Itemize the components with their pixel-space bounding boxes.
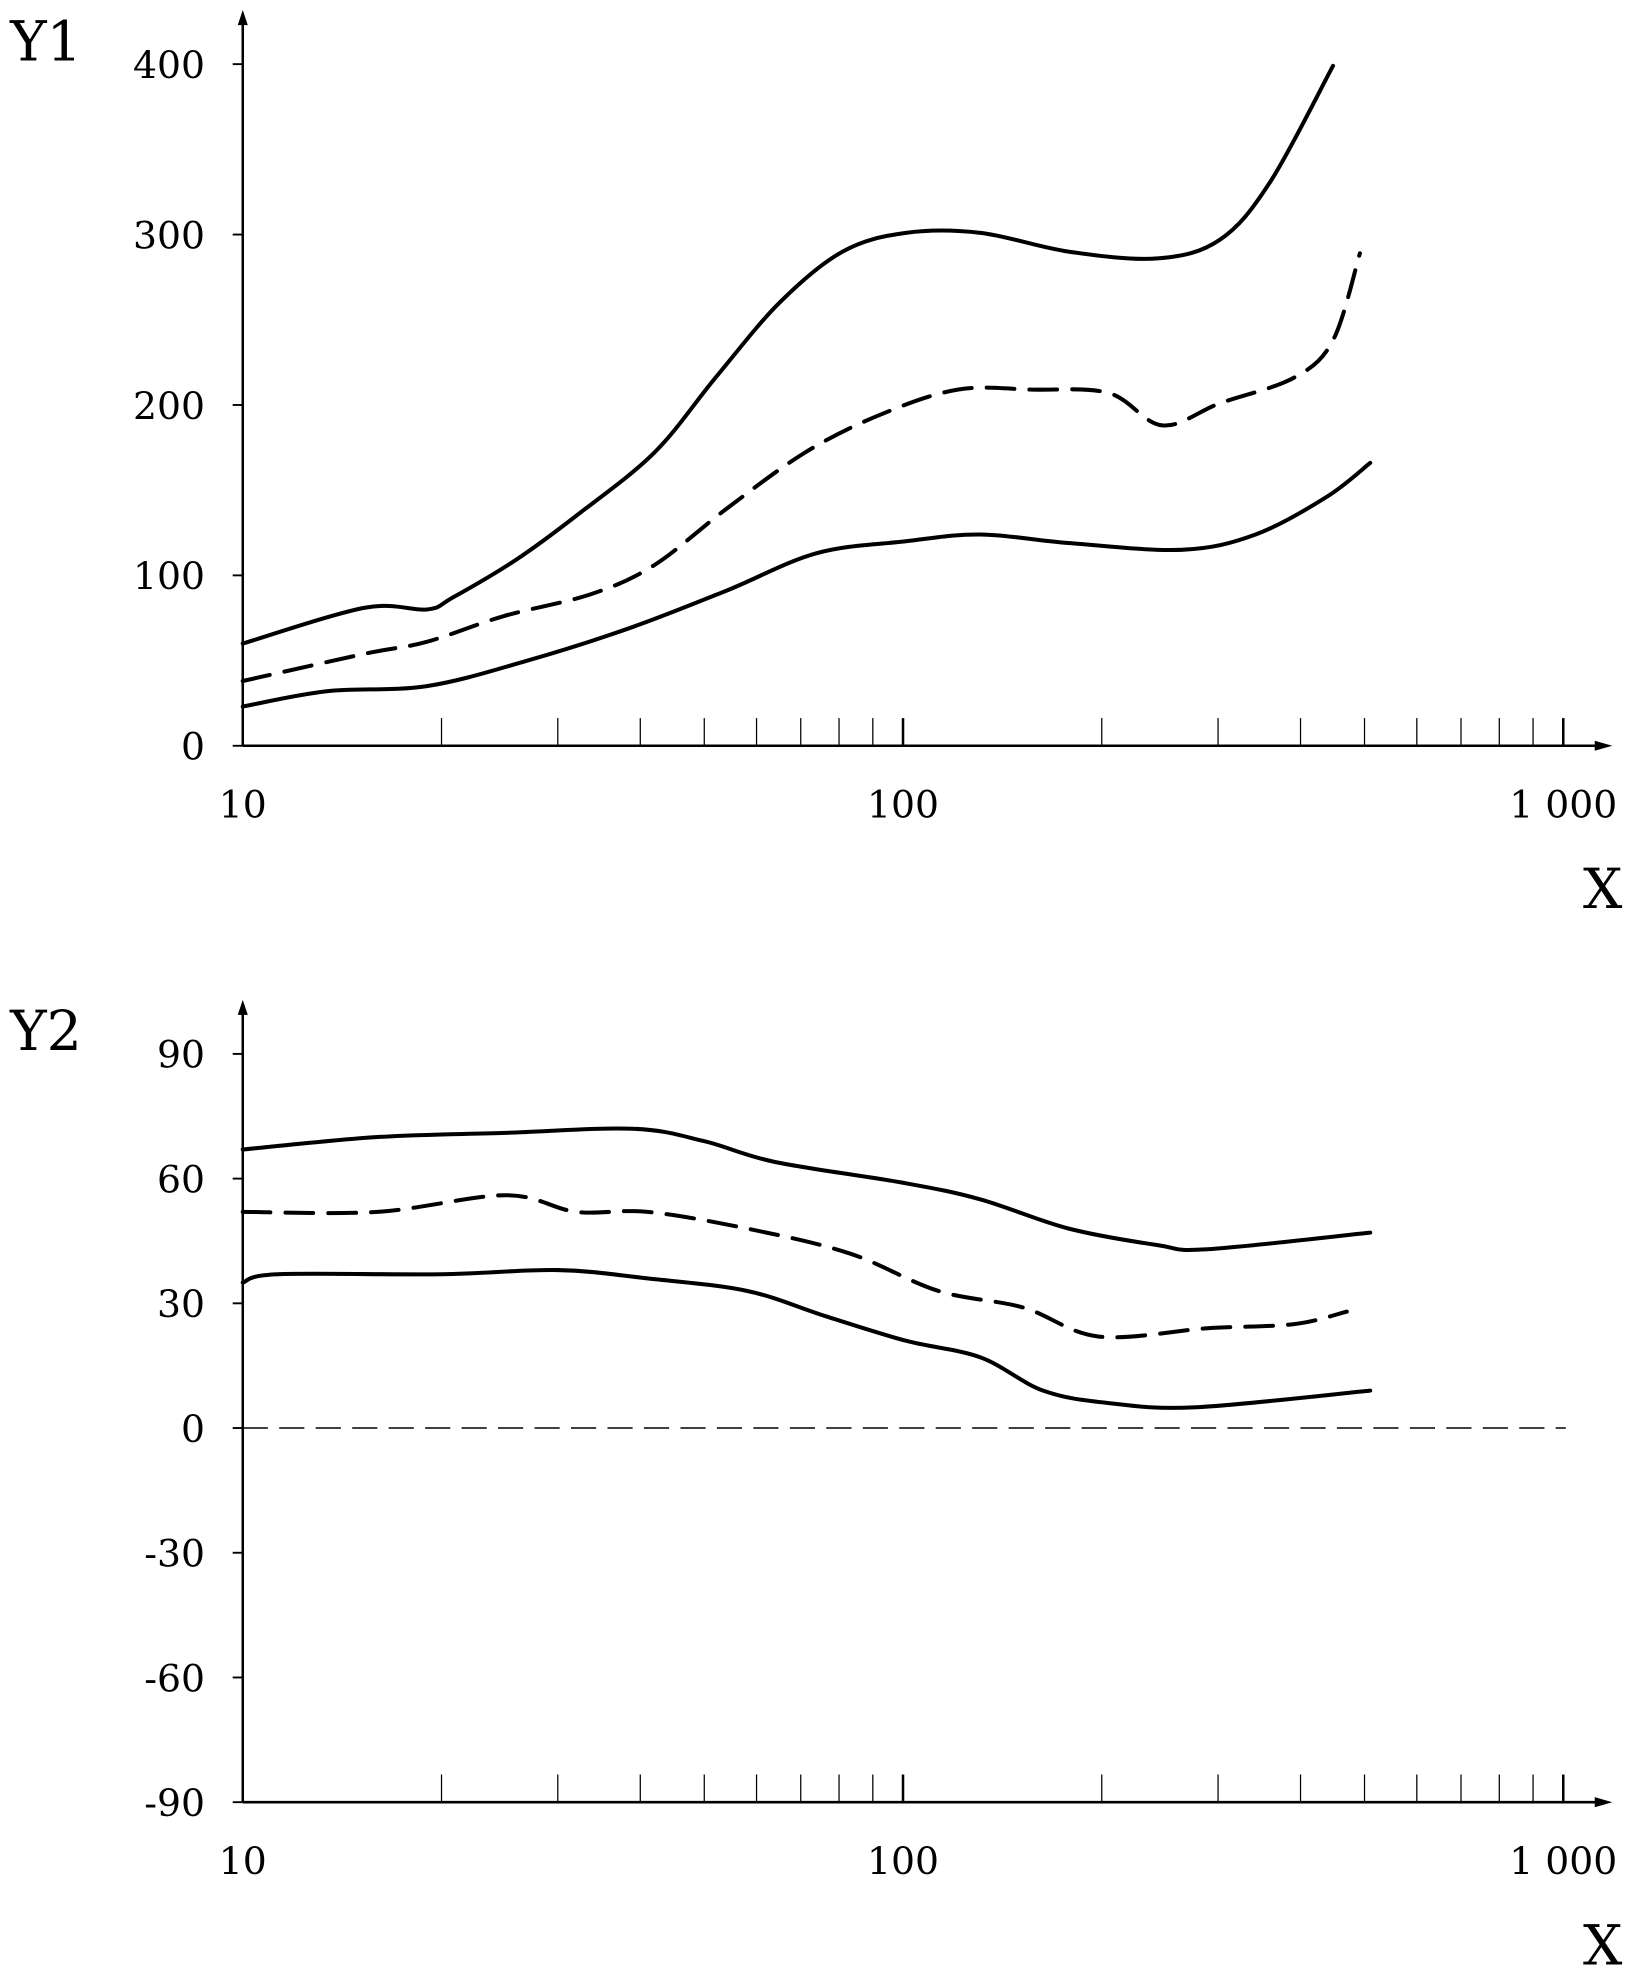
chart-y2: 10 100 1 000 -90 -60 -30 0 30 60 90 Y2 X (9, 999, 1623, 1977)
x-tick-label: 100 (867, 782, 939, 826)
series-upper-line (240, 1126, 1373, 1253)
y-tick-label: 60 (157, 1157, 205, 1201)
x-tick-label: 100 (867, 1839, 939, 1883)
y-axis-label: Y2 (9, 1000, 82, 1064)
y-tick-label: 0 (181, 1407, 205, 1451)
y-tick-label: 30 (157, 1282, 205, 1326)
x-axis-label: X (1583, 1914, 1623, 1977)
y-tick-label: -30 (144, 1532, 205, 1576)
y-tick-label: 90 (157, 1033, 205, 1077)
y-tick-label: 0 (181, 725, 205, 769)
y-tick-label: 300 (133, 213, 205, 257)
y-axis-arrow-icon (237, 999, 248, 1015)
series-upper-line (240, 63, 1336, 646)
y-tick-label: -90 (144, 1781, 205, 1825)
x-tick-label: 1 000 (1509, 1839, 1617, 1883)
series-lower-line (240, 1267, 1373, 1410)
y-tick-label: 200 (133, 384, 205, 428)
x-axis-arrow-icon (1594, 1797, 1613, 1808)
x-tick-label: 10 (219, 1839, 267, 1883)
y-axis-arrow-icon (237, 10, 248, 26)
x-axis-label: X (1583, 858, 1623, 922)
x-axis-arrow-icon (1594, 740, 1613, 751)
chart-y1: 10 100 1 000 0 100 200 300 400 Y1 X (9, 10, 1623, 922)
y-axis-label: Y1 (9, 10, 82, 74)
y-tick-label: 100 (133, 554, 205, 598)
y-tick-label: -60 (144, 1656, 205, 1700)
x-tick-label: 10 (219, 782, 267, 826)
y-tick-label: 400 (133, 43, 205, 87)
series-middle-line (240, 1193, 1349, 1340)
series-lower-line (240, 460, 1373, 709)
x-tick-label: 1 000 (1509, 782, 1617, 826)
series-middle-line (240, 251, 1362, 684)
